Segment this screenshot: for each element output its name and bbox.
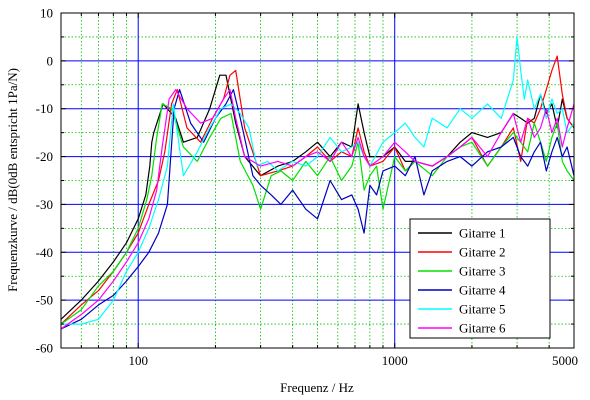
x-axis-title: Frequenz / Hz (280, 380, 354, 395)
x-tick-labels: 100 1000 5000 (128, 353, 578, 368)
legend-label-6: Gitarre 6 (459, 321, 506, 336)
axis-ticks (61, 12, 574, 349)
y-tick-label: -20 (36, 149, 53, 164)
series-line-gitarre-6 (60, 88, 575, 330)
legend-label-5: Gitarre 5 (459, 302, 506, 317)
legend-label-1: Gitarre 1 (459, 226, 506, 241)
y-tick-label: 10 (40, 6, 53, 21)
x-tick-label: 5000 (552, 353, 578, 368)
series-line-gitarre-2 (60, 55, 575, 325)
legend-label-2: Gitarre 2 (459, 245, 506, 260)
y-tick-label: 0 (47, 53, 54, 68)
y-tick-labels: 10 0 -10 -20 -30 -40 -50 -60 (36, 6, 53, 356)
y-tick-label: -60 (36, 341, 53, 356)
legend-box (409, 218, 551, 339)
x-tick-label: 1000 (382, 353, 408, 368)
minor-grid (61, 13, 574, 348)
series-line-gitarre-3 (60, 103, 575, 325)
series-layer (60, 36, 575, 330)
y-tick-label: -30 (36, 197, 53, 212)
series-line-gitarre-5 (61, 36, 575, 325)
legend-label-4: Gitarre 4 (459, 283, 506, 298)
y-tick-label: -50 (36, 293, 53, 308)
y-tick-label: -10 (36, 101, 53, 116)
legend: Gitarre 1 Gitarre 2 Gitarre 3 Gitarre 4 Gita… (409, 218, 551, 339)
legend-label-3: Gitarre 3 (459, 264, 506, 279)
y-axis-title: Frequenzkurve / dB(0dB entspricht 1Pa/N) (5, 68, 20, 292)
y-tick-label: -40 (36, 245, 53, 260)
x-tick-label: 100 (128, 353, 148, 368)
series-line-gitarre-4 (60, 88, 575, 330)
